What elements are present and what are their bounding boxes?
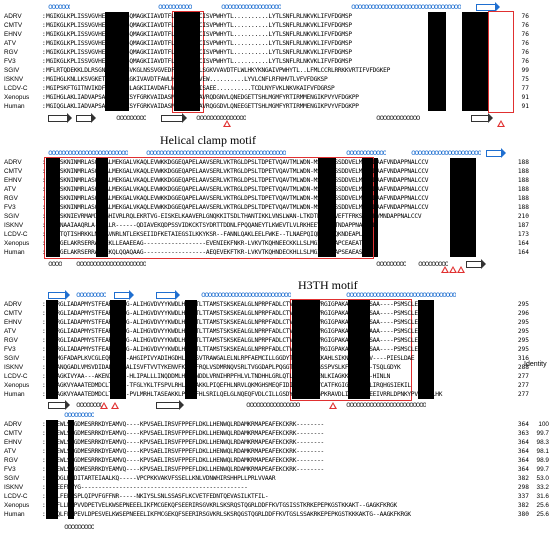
seq-row: ADRV: MGIKGLKPLISSVGVHEYTVP-LSQMAGKIIAVDT…: [4, 13, 529, 20]
secondary-structure-bottom-1: oooooooooo oooooooooooooooo oooooooooooo…: [46, 113, 516, 123]
seq-row: ATV: PEMKSKNINMRLASQGNALMEKGALVKAQLEVWKKD…: [4, 186, 529, 193]
marker-triangle: [457, 266, 465, 273]
seq-row: LCDV-C: RTRLFEEESPLQIPVFGFFNR-----NKIYSLS…: [4, 493, 549, 500]
secondary-structure-top-2: oooooooooooooooooooooooooo ooooooooooooo…: [46, 148, 516, 158]
seq-row: ISKNV: QLVANQGADLVMSVDIDALVLS-ALISVFTVVTY…: [4, 364, 529, 371]
seq-row: ISKNV: RTREEFMSYG------------------------…: [4, 484, 549, 491]
seq-row: RGV: PEMKSKNINMRLASQGNALMEKGALVKAQLEVWKKD…: [4, 195, 529, 202]
seq-row: EHNV: RTREWLSGGDMESRRKDYEAMVQ----KPVSAELI…: [4, 439, 549, 446]
marker-triangle: [497, 120, 505, 127]
helical-clamp-motif-title: Helical clamp motif: [160, 133, 256, 147]
seq-row: CMTV: PEMKSKNINMRLASQGNALMEKGALVKAQLEVWKK…: [4, 168, 529, 175]
seq-row: RGV: MGIKGLKPLISSVGVHEYTVP-LSQMAGKIIAVDTF…: [4, 49, 529, 56]
secondary-structure-top-1: oooooo ooo ooooooo oooooo oooooooooooooo oo…: [46, 2, 516, 12]
seq-row: FV3: RTREWLSGGDMESRRKDYEAMVQ----KPVSAELIR…: [4, 466, 549, 473]
seq-row: EHNV: LVQRGLIADAPMYSTFEARGMACG-ALIHGVDVYY…: [4, 319, 529, 326]
marker-triangle: [111, 402, 119, 409]
seq-row: SGIV: WTKMGFADAPLKVCGLEQRAPVC-AHGIPIVYADI…: [4, 355, 529, 362]
seq-row: LCDV-C: YVKAGKIVYAA---AKENIDACG-HLIPALLLI…: [4, 373, 529, 380]
seq-row: RGV: RTREWLSGGDMESRRKDYEAMVQ----KPVSAELIR…: [4, 457, 549, 464]
seq-row: EHNV: PEMKSKNINMRLASQGNALMEKGALVKAQLEVWKK…: [4, 177, 529, 184]
seq-row: FV3: LVQRGLIADAPMYSTFEARGMACG-ALIHGVDVYYK…: [4, 346, 529, 353]
marker-triangle: [441, 266, 449, 273]
alignment-block-3: oooooooooo oooooooooooooooooooooooooooo …: [0, 288, 550, 410]
seq-row: EHNV: MGIKGLKPLISSVGVHEYTVP-LSQMAGKIIAVDT…: [4, 31, 529, 38]
alignment-block-4: oooooooooo ADRV: RTREWLSGGDMESRRKDYEAMVQ-…: [0, 410, 550, 541]
seq-row: ADRV: LVQRGLIADAPMYSTFEARGMACG-ALIHGVDVYY…: [4, 301, 529, 308]
h3th-motif-title: H3TH motif: [298, 278, 358, 292]
seq-row: ATV: LVQRGLIADAPMYSTFEARGMACG-ALIHGVDVYYK…: [4, 328, 529, 335]
seq-row: ATV: MGIKGLKPLISSVGVHEYTVP-LSQMAGKIIAVDTF…: [4, 40, 529, 47]
seq-row: FV3: MGIKGLKPLISSVGVHEYTVP-LSQMAGKIIAVDTF…: [4, 58, 529, 65]
seq-row: Human: LVKAGKVYAAATEDMDCLTFGS--PVLMRHLTAS…: [4, 391, 529, 398]
seq-row: ADRV: RTREWLSGGDMESRRKDYEAMVQ----KPVSAELI…: [4, 421, 549, 428]
marker-triangle: [100, 402, 108, 409]
seq-row: Xenopus: QLKSGELAKRSERRAEAEKLLEAAEEAG----…: [4, 240, 529, 247]
seq-row: SGIV: RTKDGLRGDITARTEIAALKQ-----VPCPKKVAK…: [4, 475, 549, 482]
h3th-motif-box: [290, 299, 412, 401]
seq-row: FV3: PEMKSKNINMRLASQGNALMEKGALVKAQLEVWKKD…: [4, 204, 529, 211]
seq-row: Human: MGIQGLAKLIADVAPSAIRENDIKSYFGRKVAID…: [4, 103, 529, 110]
identity-header: Identity: [524, 361, 547, 368]
motif-box-1a: [172, 11, 204, 113]
secondary-structure-bottom-2: oooo o ooooooooooooooooooooo o ooooooooo o …: [46, 259, 516, 269]
alignment-block-2: oooooooooooooooooooooooooo ooooooooooooo…: [0, 146, 550, 276]
seq-row: ATV: RTREWLSGGDMESRRKDYEAMVQ----KPVSAELIR…: [4, 448, 549, 455]
marker-triangle: [329, 402, 337, 409]
secondary-structure-top-4: oooooooooo: [64, 410, 94, 419]
seq-row: SGIV: PEMKSKNIEVRMAMIDKGHIVRLRQLEKRTVG-EI…: [4, 213, 529, 220]
seq-row: ADRV: PEMKSKNINMRLASQGNALMEKGALVKAQLEVWKK…: [4, 159, 529, 166]
secondary-structure-bottom-4: oooooooooo: [64, 522, 94, 531]
alignment-block-1: oooooo ooo ooooooo oooooo oooooooooooooo oo…: [0, 0, 550, 130]
marker-triangle: [449, 266, 457, 273]
seq-row: RGV: LVQRGLIADAPMYSTFEARGMACG-ALIHGVDVYYK…: [4, 337, 529, 344]
seq-row: SGIV: MFLRTQDEKKLDLRSGNKNVSVMGVKGLNSSVGVE…: [4, 67, 529, 74]
marker-triangle: [223, 120, 231, 127]
helical-clamp-motif-box: [44, 157, 374, 259]
seq-row: LCDV-C: PELKTQTISHRKKLMKRAVNRLNTLEKSEIIDF…: [4, 231, 529, 238]
seq-row: Human: QLKSGELAKRSERRAEAEKQLQQAQAAG------…: [4, 249, 529, 256]
seq-row: Xenopus: LVKAGKVYAAATEDMDCLTFGS--TFGLYKLT…: [4, 382, 529, 389]
secondary-structure-top-3: oooooooooo oooooooooooooooooooooooooooo …: [46, 290, 516, 300]
seq-row: CMTV: MGIKGLKPLISSVGVHEYTVP-LSQMAGKIIAVDT…: [4, 22, 529, 29]
seq-row: Xenopus: MGIHGLAKLIADVAPSAIKEHDIKSYFGRKVA…: [4, 94, 529, 101]
secondary-structure-bottom-3: oooooooo o ooooooooooooooooo o ooooooooooo…: [46, 400, 516, 410]
seq-row: Xenopus: QAAFLLPEPVVDPETVELKWSEPNEEELIKFM…: [4, 502, 549, 509]
seq-row: CMTV: LVQRGLIADAPMYSTFEARGMACG-ALIHGVDVYY…: [4, 310, 529, 317]
motif-box-1b: [488, 11, 514, 113]
seq-row: LCDV-C: MGIPSKFTGITNVIKDFTVPCLTNLAGKIIAVD…: [4, 85, 529, 92]
seq-row: ISKNV: MGIHGLKNLLKSVGKETHTLSALRGKIVAVDTFA…: [4, 76, 529, 83]
seq-row: Human: EAHQLFLEPEVLDPESVELKWSEPNEEELIKFMC…: [4, 511, 549, 518]
seq-row: CMTV: RTREWLSGGDMESRRKDYEAMVQ----KPVSAELI…: [4, 430, 549, 437]
seq-row: ISKNV: PEMKNAAIAAQRLA-AALLR------QDIAVEKQ…: [4, 222, 529, 229]
